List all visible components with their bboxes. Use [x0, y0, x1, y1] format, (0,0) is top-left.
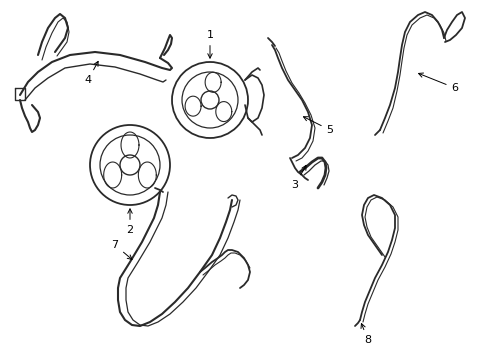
Text: 5: 5	[303, 117, 333, 135]
Text: 2: 2	[126, 209, 133, 235]
Text: 8: 8	[360, 324, 371, 345]
Text: 6: 6	[418, 73, 458, 93]
Text: 3: 3	[291, 165, 305, 190]
Text: 4: 4	[84, 62, 98, 85]
Text: 1: 1	[206, 30, 213, 58]
Text: 7: 7	[111, 240, 132, 260]
